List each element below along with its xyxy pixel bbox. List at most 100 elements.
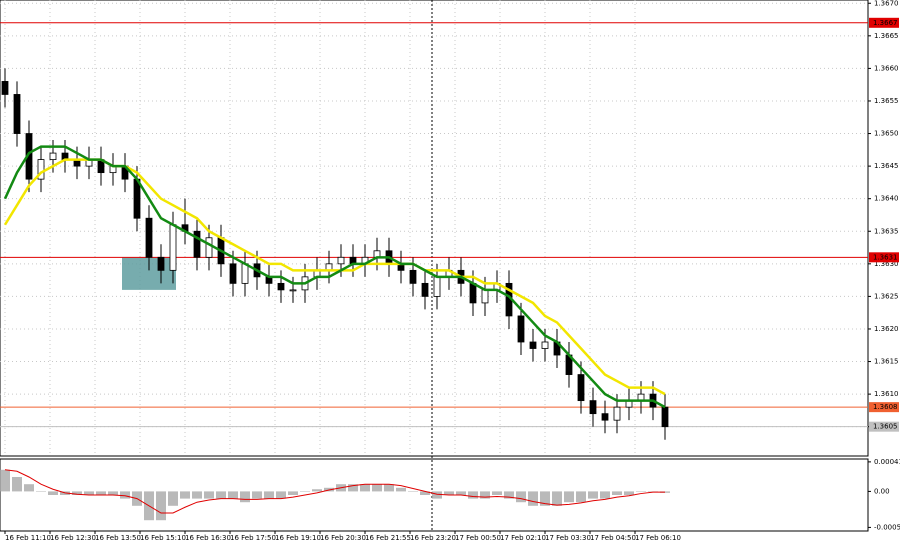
level-label: 1.3631 [873, 253, 898, 261]
x-tick-label: 16 Feb 19:10 [275, 534, 321, 542]
histogram-bar [120, 491, 130, 499]
histogram-bar [552, 491, 562, 506]
histogram-bar [252, 491, 262, 499]
candle-body [433, 276, 441, 297]
y-tick-label: 1.3620 [874, 325, 899, 333]
x-tick-label: 16 Feb 17:50 [230, 534, 276, 542]
histogram-bar [504, 491, 514, 499]
histogram-bar [288, 491, 298, 495]
histogram-bar [468, 491, 478, 499]
histogram-bar [612, 491, 622, 495]
x-tick-label: 17 Feb 02:10 [500, 534, 546, 542]
histogram-bar [348, 484, 358, 492]
level-label: 1.3608 [873, 403, 898, 411]
candle-body [193, 230, 201, 258]
level-label: 1.3667 [873, 19, 898, 27]
candle-body [421, 282, 429, 297]
candle-body [613, 406, 621, 421]
candle-body [157, 256, 165, 271]
y-tick-label: 1.3650 [874, 130, 899, 138]
level-label: 1.3605 [873, 423, 898, 431]
y-tick-label: 1.3645 [874, 162, 899, 170]
histogram-bar [312, 489, 322, 492]
histogram-bar [456, 491, 466, 495]
x-tick-label: 16 Feb 16:30 [185, 534, 231, 542]
histogram-bar [576, 491, 586, 503]
histogram-bar [216, 491, 226, 499]
candle-body [589, 400, 597, 415]
candle-body [601, 413, 609, 421]
x-tick-label: 17 Feb 06:10 [635, 534, 681, 542]
histogram-bar [624, 491, 634, 495]
signal-line [4, 469, 665, 514]
moving-average [3, 145, 666, 409]
candle-body [13, 94, 21, 134]
histogram-bar [540, 491, 550, 506]
candle-body [37, 159, 45, 180]
candle-body [481, 289, 489, 304]
histogram-bar [420, 491, 430, 495]
histogram-bar [588, 491, 598, 499]
candle-body [469, 282, 477, 304]
histogram-bar [108, 491, 118, 495]
y-tick-label: 1.3640 [874, 195, 899, 203]
y-tick-label: 1.3660 [874, 64, 899, 72]
x-tick-label: 17 Feb 03:30 [545, 534, 591, 542]
y-tick-label: 1.3665 [874, 32, 899, 40]
histogram-bar [276, 491, 286, 499]
x-tick-label: 17 Feb 00:50 [455, 534, 501, 542]
histogram-bar [204, 491, 214, 499]
y-tick-label: 1.3610 [874, 390, 899, 398]
candle-body [277, 282, 285, 291]
candle-body [229, 263, 237, 284]
histogram-bar [156, 491, 166, 521]
x-tick-label: 16 Feb 15:10 [140, 534, 186, 542]
histogram-bar [492, 491, 502, 495]
histogram-bar [180, 491, 190, 499]
histogram-bar [192, 491, 202, 499]
y-tick-label: 1.3670 [874, 0, 899, 7]
histogram-bar [96, 491, 106, 495]
histogram-bar [168, 491, 178, 506]
histogram-bar [384, 484, 394, 492]
candle-body [133, 178, 141, 219]
x-tick-label: 16 Feb 20:30 [320, 534, 366, 542]
candle-body [241, 263, 249, 284]
level-label-bg [869, 421, 899, 432]
candle-body [337, 256, 345, 265]
histogram-bar [300, 491, 310, 492]
indicator-tick-label: 0.00041 [874, 458, 900, 466]
histogram-bar [372, 484, 382, 492]
histogram-bar [408, 491, 418, 492]
level-label-bg [869, 252, 899, 263]
level-label-bg [869, 402, 899, 413]
histogram-bar [528, 491, 538, 506]
candle-body [205, 237, 213, 258]
candle-body [577, 374, 585, 402]
y-tick-label: 1.3655 [874, 97, 899, 105]
x-tick-label: 17 Feb 04:50 [590, 534, 636, 542]
y-tick-label: 1.3635 [874, 227, 899, 235]
candle-body [289, 289, 297, 292]
candle-body [661, 406, 669, 428]
y-tick-label: 1.3625 [874, 292, 899, 300]
histogram-bar [84, 491, 94, 495]
histogram-bar [0, 469, 10, 492]
histogram-bar [240, 491, 250, 503]
histogram-bar [228, 491, 238, 499]
histogram-bar [24, 484, 34, 492]
histogram-bar [444, 491, 454, 495]
histogram-bar [636, 491, 646, 492]
candle-body [145, 217, 153, 258]
main-panel [0, 0, 869, 457]
histogram-bar [72, 491, 82, 495]
histogram-bar [396, 487, 406, 492]
histogram-bar [36, 491, 46, 492]
histogram-bar [360, 484, 370, 492]
histogram-bar [12, 477, 22, 492]
candle-body [541, 341, 549, 349]
histogram-bar [516, 491, 526, 503]
histogram-bar [264, 491, 274, 499]
